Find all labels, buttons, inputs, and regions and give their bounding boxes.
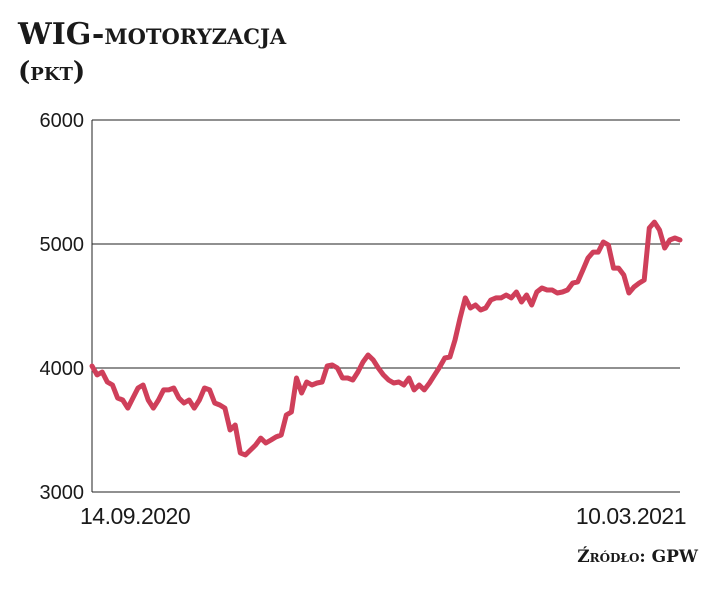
- x-tick-label: 14.09.2020: [80, 503, 190, 529]
- y-tick-label: 4000: [40, 358, 85, 380]
- y-tick-label: 6000: [40, 110, 85, 132]
- chart-title: WIG-motoryzacja: [17, 17, 287, 52]
- x-tick-label: 10.03.2021: [576, 503, 686, 529]
- source: Źródło: GPW: [577, 546, 699, 567]
- y-tick-label: 3000: [40, 482, 85, 504]
- y-tick-label: 5000: [40, 234, 85, 256]
- line: [89, 219, 683, 458]
- chart-subtitle: (pkt): [18, 57, 85, 87]
